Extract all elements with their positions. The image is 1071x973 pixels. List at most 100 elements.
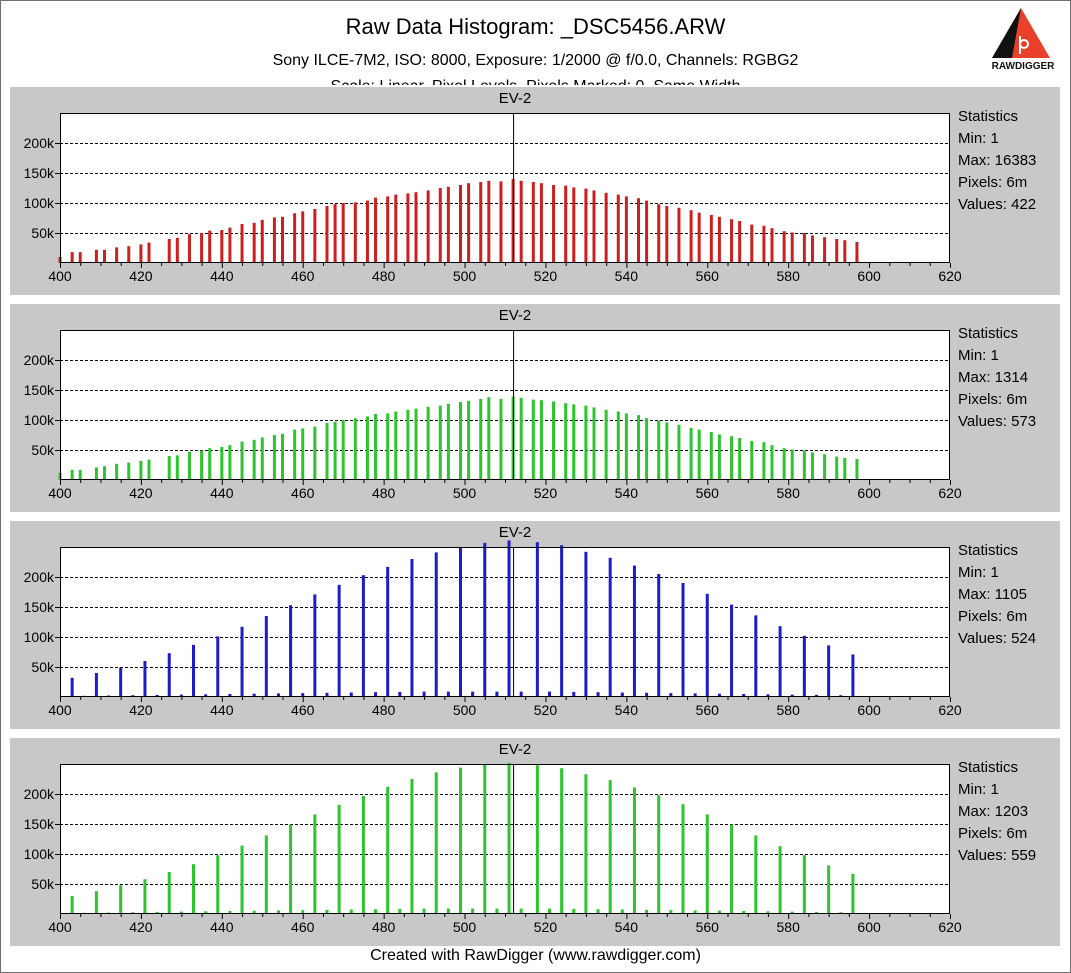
histogram-bar: [467, 400, 471, 480]
histogram-bar: [414, 408, 418, 480]
histogram-bar: [139, 460, 143, 480]
histogram-bar: [349, 692, 353, 697]
histogram-bar: [272, 217, 276, 263]
camera-info-subtitle: Sony ILCE-7M2, ISO: 8000, Exposure: 1/20…: [272, 52, 799, 69]
x-tick-label: 440: [210, 919, 234, 935]
histogram-bar: [717, 910, 721, 914]
stats-heading: Statistics: [958, 108, 1019, 125]
histogram-bar: [584, 405, 588, 480]
histogram-bar: [220, 447, 224, 480]
histogram-bar: [78, 252, 82, 263]
histogram-bar: [301, 211, 305, 263]
x-tick-label: 560: [696, 485, 720, 501]
histogram-bar: [709, 215, 713, 263]
histogram-bar: [70, 896, 74, 914]
histogram-bar: [446, 403, 450, 480]
histogram-bar: [374, 692, 378, 697]
histogram-bar: [208, 230, 212, 263]
histogram-bar: [94, 673, 98, 697]
x-tick-label: 580: [777, 919, 801, 935]
statistics-box: Statistics Min: 1 Max: 16383 Pixels: 6m …: [958, 106, 1036, 216]
histogram-bar: [669, 910, 673, 914]
histogram-bar: [552, 401, 556, 480]
histogram-bar: [386, 786, 390, 914]
histogram-bar: [325, 206, 329, 263]
histogram-bar: [483, 542, 487, 697]
logo-wordmark: RAWDIGGER: [992, 61, 1056, 72]
histogram-bar: [770, 228, 774, 263]
histogram-bar: [301, 693, 305, 697]
histogram-bar: [689, 427, 693, 480]
histogram-bar: [293, 429, 297, 480]
histogram-bar: [552, 185, 556, 263]
x-tick-label: 540: [615, 268, 639, 284]
stats-min: Min: 1: [958, 130, 999, 147]
histogram-bar: [843, 457, 847, 480]
histogram-bar: [337, 804, 341, 914]
histogram-bar: [835, 239, 839, 263]
histogram-bar: [802, 450, 806, 480]
histogram-bar: [414, 192, 418, 263]
x-tick-label: 600: [857, 702, 881, 718]
x-tick-label: 580: [777, 485, 801, 501]
histogram-bar: [790, 694, 794, 697]
histogram-bar: [175, 455, 179, 480]
histogram-bar: [438, 405, 442, 480]
histogram-bar: [119, 667, 123, 697]
plot-frame: [60, 764, 950, 914]
histogram-bar: [94, 249, 98, 263]
histogram-bar: [624, 196, 628, 263]
histogram-bar: [422, 908, 426, 914]
panel-title: EV-2: [498, 524, 532, 541]
histogram-bar: [103, 249, 106, 263]
histogram-bar: [293, 213, 297, 263]
histogram-plot-blue: 400 420 440 460 480 500 520 540 560 580 600 620 50k 1…: [24, 540, 962, 718]
histogram-bar: [677, 424, 681, 480]
histogram-bar: [827, 645, 831, 697]
histogram-bar: [187, 234, 191, 263]
histogram-bar: [228, 911, 232, 914]
histogram-bar: [693, 693, 697, 697]
histogram-bar: [604, 409, 608, 480]
x-tick-label: 500: [453, 268, 477, 284]
histogram-bar: [70, 252, 74, 263]
histogram-bar: [616, 411, 620, 480]
histogram-bar: [216, 855, 220, 914]
histogram-bar: [802, 635, 806, 697]
stats-heading: Statistics: [958, 759, 1019, 776]
histogram-bar: [782, 231, 786, 263]
histogram-bar: [147, 459, 151, 480]
histogram-bar: [155, 911, 159, 914]
x-tick-label: 400: [48, 919, 72, 935]
histogram-bar: [709, 432, 713, 480]
histogram-bar: [531, 399, 535, 480]
histogram-bar: [762, 225, 766, 263]
histogram-bar: [535, 542, 539, 697]
histogram-bar: [240, 224, 244, 263]
histogram-bar: [281, 216, 284, 263]
plot-area: [60, 113, 950, 263]
histogram-bar: [657, 420, 661, 480]
x-tick-label: 440: [210, 485, 234, 501]
stats-pixels: Pixels: 6m: [958, 174, 1028, 191]
x-tick-label: 580: [777, 702, 801, 718]
histogram-bar: [665, 422, 669, 480]
histogram-bar: [374, 414, 378, 480]
histogram-bar: [770, 445, 774, 480]
histogram-bar: [592, 407, 596, 480]
histogram-bar: [616, 194, 620, 263]
histogram-bar: [677, 207, 681, 263]
histogram-bar: [499, 399, 503, 480]
histogram-bar: [78, 469, 82, 480]
histogram-bar: [115, 247, 119, 263]
histogram-bar: [406, 409, 410, 480]
histogram-bar: [264, 835, 268, 914]
histogram-bar: [531, 182, 535, 263]
x-tick-label: 560: [696, 268, 720, 284]
x-tick-label: 420: [129, 485, 153, 501]
histogram-bar: [325, 692, 329, 697]
stats-values: Values: 573: [958, 413, 1037, 430]
histogram-bar: [681, 583, 685, 697]
panel-title: EV-2: [498, 741, 532, 758]
statistics-box: Statistics Min: 1 Max: 1105 Pixels: 6m V…: [958, 540, 1036, 650]
